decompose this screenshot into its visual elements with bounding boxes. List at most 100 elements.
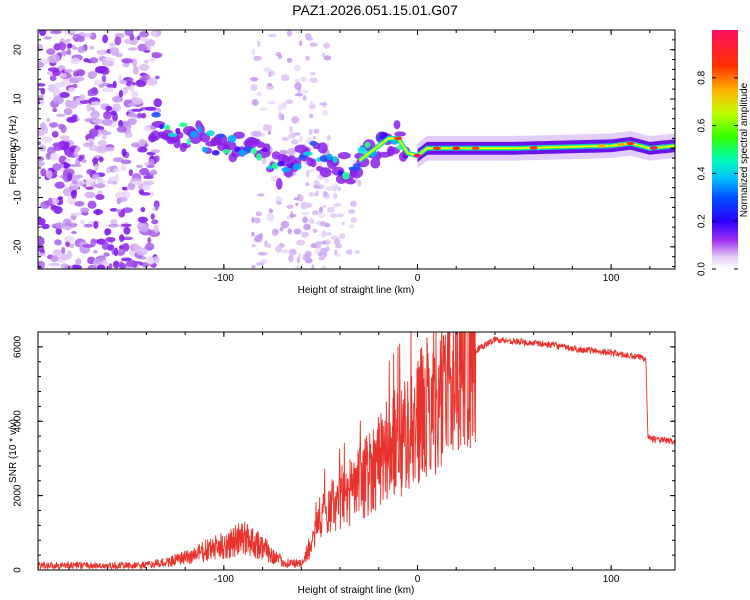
ridge-blob	[275, 178, 283, 190]
colorbar-tick-label: 0.4	[697, 166, 708, 180]
spectrogram-cell	[313, 192, 319, 197]
spectrogram-cell	[93, 250, 98, 254]
spectrogram-cell	[272, 229, 279, 234]
spectrogram-cell	[91, 110, 98, 115]
spectrogram-cell	[139, 36, 150, 42]
spectrogram-cell	[311, 264, 315, 269]
spectrogram-cell	[119, 234, 125, 243]
spectrogram-cell	[84, 181, 94, 185]
spectrogram-cell	[256, 262, 265, 266]
spectrogram-cell	[53, 144, 63, 151]
spectrogram-cell	[48, 54, 61, 64]
spectrogram-cell	[50, 255, 59, 263]
spectrogram-cell	[54, 239, 62, 246]
spectrogram-cell	[45, 169, 53, 179]
spectrogram-cell	[106, 83, 116, 88]
spectrogram-cell	[325, 185, 334, 192]
spectrogram-cell	[141, 112, 147, 119]
spectrogram-cell	[63, 161, 68, 169]
spectrogram-cell	[60, 49, 67, 57]
spectrogram-cell	[279, 149, 288, 155]
spectrogram-cell	[293, 64, 301, 72]
ridge-peak	[529, 145, 538, 150]
spectrogram-cell	[69, 163, 82, 168]
spectrogram-cell	[87, 200, 97, 209]
spectrogram-cell	[48, 197, 53, 205]
ridge-blob	[173, 137, 181, 149]
spectrogram-cell	[280, 249, 290, 254]
spectrogram-cell	[153, 256, 160, 264]
spectrogram-cell	[281, 102, 287, 110]
spectrogram-cell	[267, 83, 272, 87]
snr-y-label: SNR (10 * v/v)	[8, 419, 19, 483]
spectrogram-cell	[113, 247, 119, 257]
spectrogram-cell	[318, 206, 323, 214]
spectrogram-cell	[322, 109, 329, 116]
spectrogram-cell	[296, 239, 306, 246]
spectrogram-cell	[299, 194, 304, 202]
spectrogram-cell	[89, 45, 95, 50]
spectrogram-cell	[128, 102, 136, 107]
spectrogram-cell	[49, 74, 57, 82]
spectrogram-cell	[150, 213, 155, 220]
ridge-blob	[211, 150, 220, 156]
ridge-peak	[471, 146, 480, 151]
spectrogram-cell	[139, 31, 150, 38]
spectrogram-cell	[257, 193, 265, 197]
ridge-blob	[317, 142, 328, 154]
spectrogram-speckle	[38, 30, 362, 269]
ridge-blob	[178, 122, 188, 128]
spectrogram-cell	[309, 42, 318, 47]
spectrogram-cell	[136, 112, 143, 118]
ridge-blob	[281, 167, 291, 173]
spectrogram-cell	[63, 30, 69, 35]
spectrogram-cell	[52, 249, 62, 257]
spectrogram-cell	[152, 30, 157, 37]
spectrogram-cell	[53, 82, 66, 88]
spectrogram-cell	[289, 213, 297, 218]
spectrogram-cell	[333, 192, 338, 200]
spectrogram-cell	[153, 98, 162, 108]
ridge-blob	[250, 147, 257, 155]
spectrogram-cell	[326, 232, 332, 236]
ridge-blob	[352, 163, 361, 171]
ridge-blob	[337, 170, 344, 176]
spectrogram-cell	[330, 213, 338, 219]
spectrogram-cell	[87, 138, 95, 143]
spectrogram-cell	[140, 206, 146, 213]
spectrogram-cell	[286, 204, 294, 209]
spectrogram-cell	[52, 96, 64, 105]
spectrogram-cell	[144, 126, 152, 131]
colorbar-tick-label: 0.0	[697, 262, 708, 276]
x-tick-label: -100	[214, 273, 234, 284]
y-tick-label: 6000	[13, 335, 24, 358]
spectrogram-cell	[91, 173, 100, 180]
spectrogram-cell	[112, 95, 124, 103]
spectrogram-cell	[93, 220, 99, 229]
spectrogram-cell	[101, 87, 114, 93]
spectrogram-cell	[70, 212, 82, 216]
spectrogram-cell	[120, 223, 132, 228]
spectrogram-cell	[49, 122, 59, 128]
spectrogram-cell	[275, 245, 283, 253]
chart-title: PAZ1.2026.051.15.01.G07	[292, 2, 458, 18]
spectrogram-cell	[154, 75, 160, 80]
spectrogram-cell	[117, 248, 126, 256]
ridge-blob	[216, 133, 226, 139]
spectrogram-cell	[250, 231, 255, 237]
spectrogram-cell	[305, 55, 310, 61]
spectrogram-cell	[315, 243, 322, 249]
spectrogram-cell	[300, 201, 309, 210]
ridge-blob	[159, 124, 164, 130]
spectrogram-cell	[294, 78, 301, 83]
spectrogram-cell	[92, 118, 104, 124]
spectrogram-cell	[84, 191, 96, 199]
spectrogram-cell	[281, 74, 290, 82]
spectrogram-cell	[153, 155, 160, 163]
spectrogram-cell	[286, 30, 293, 37]
spectrogram-cell	[123, 226, 131, 235]
spectrogram-cell	[127, 112, 137, 118]
spectrogram-cell	[261, 156, 267, 165]
spectrogram-cell	[146, 256, 155, 265]
spectrogram-cell	[104, 228, 112, 235]
